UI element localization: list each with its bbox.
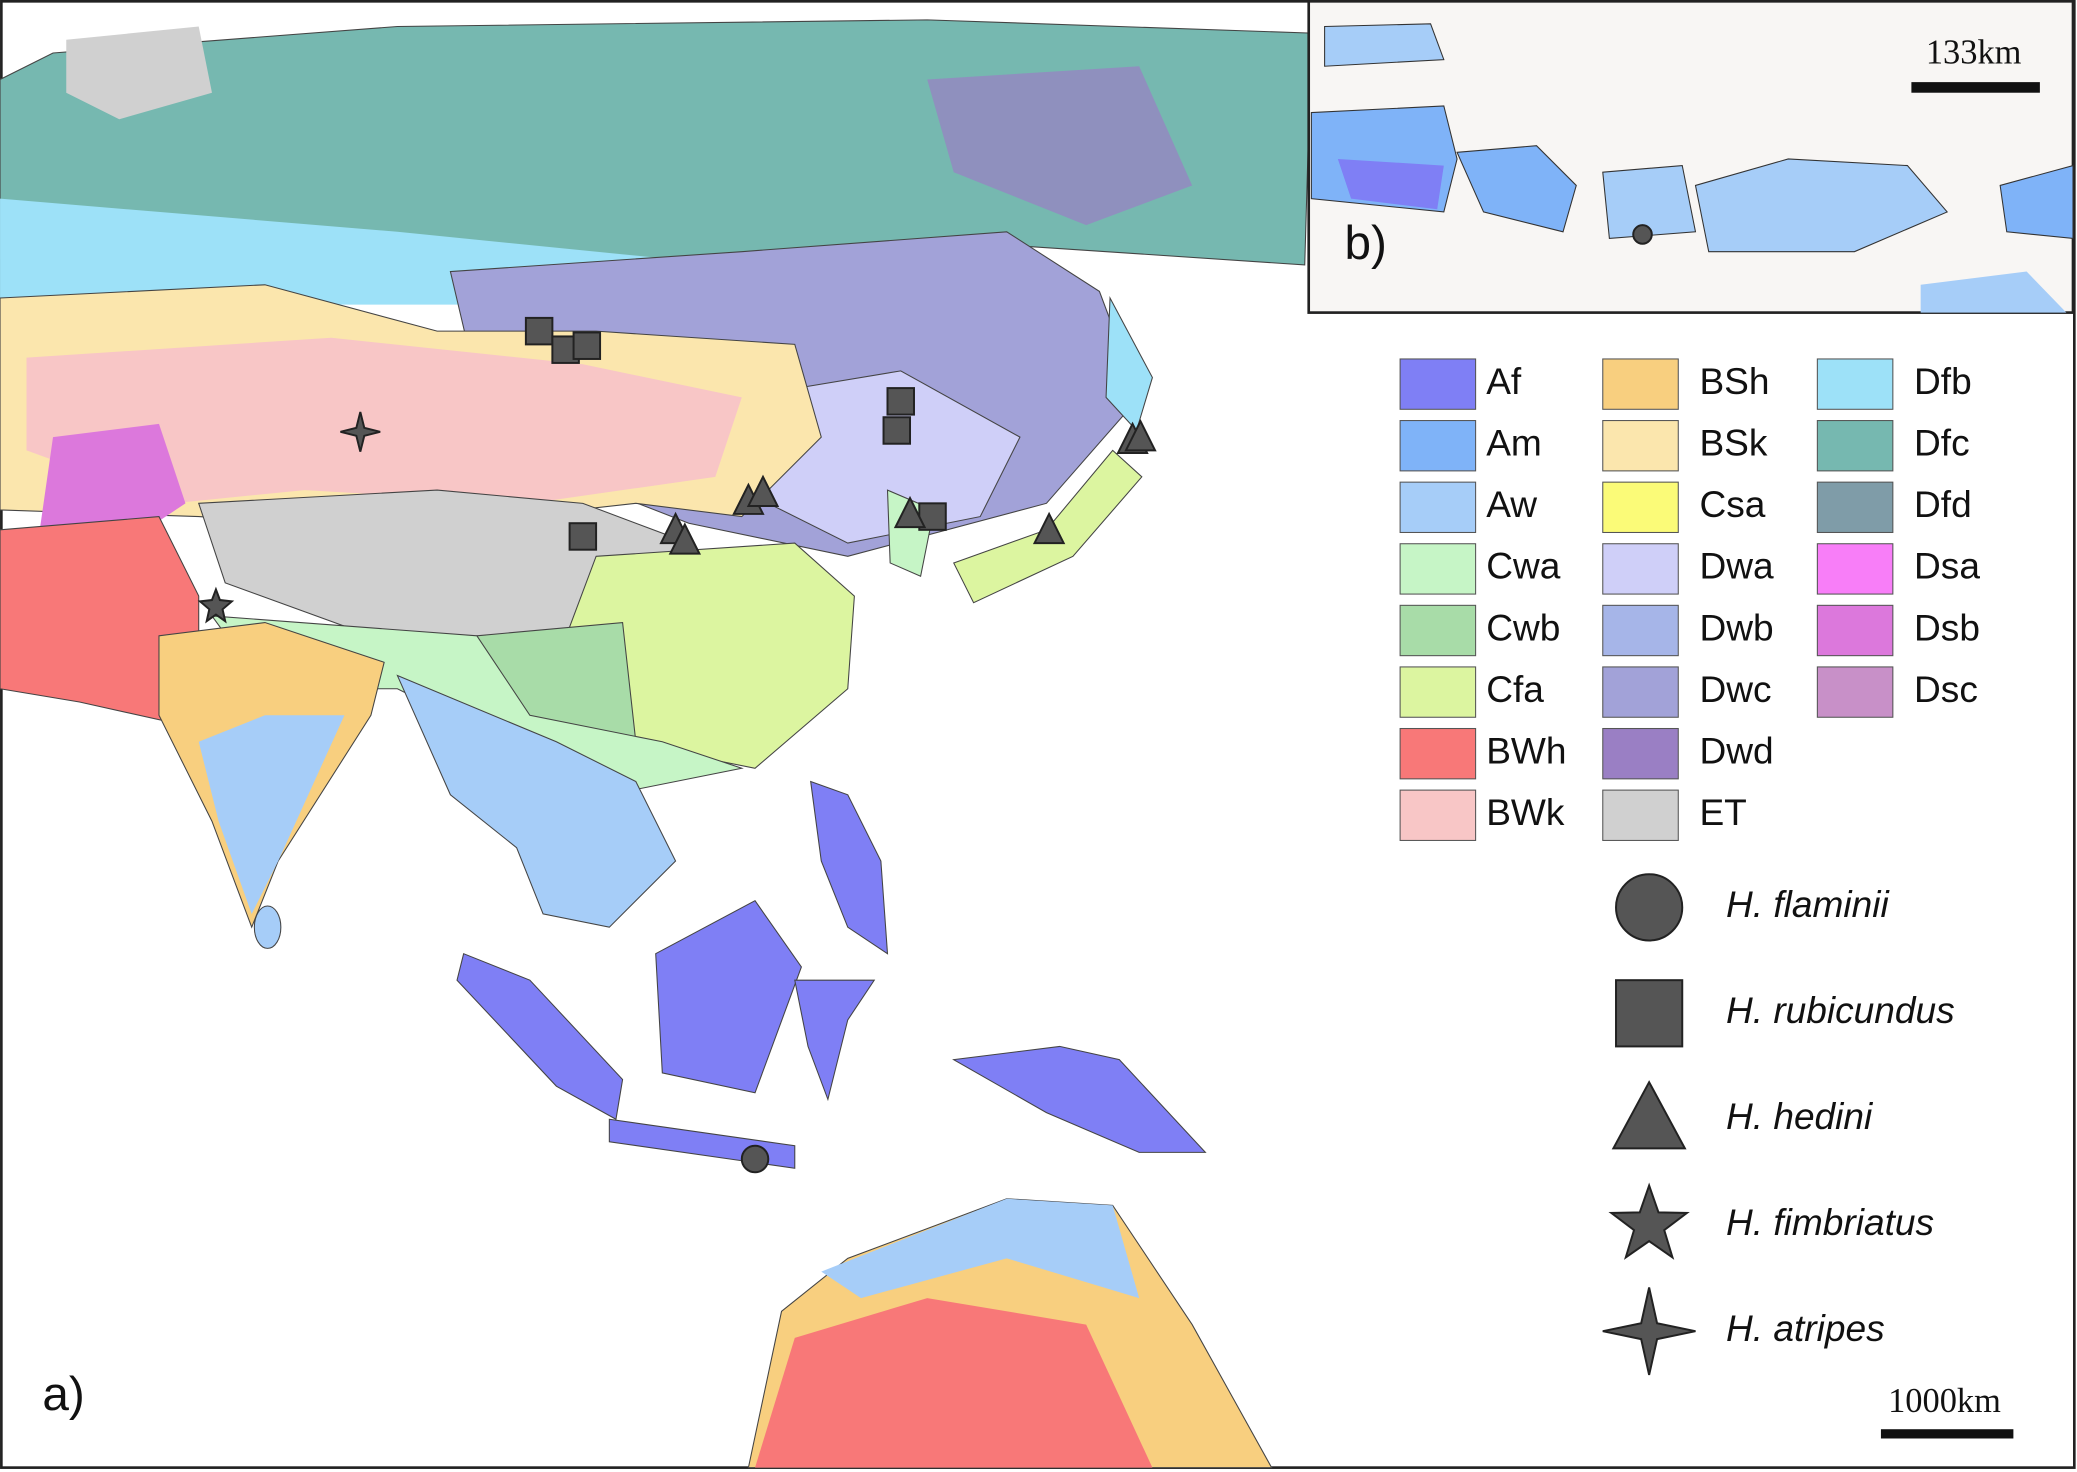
marker-triangle bbox=[1032, 511, 1066, 545]
legend-swatch bbox=[1602, 727, 1679, 780]
region-et-north bbox=[66, 26, 212, 120]
legend-label: Cwb bbox=[1486, 606, 1560, 648]
marker-square bbox=[524, 316, 554, 346]
legend-swatch bbox=[1816, 358, 1894, 410]
legend-swatch bbox=[1399, 666, 1477, 718]
legend-swatch bbox=[1602, 604, 1679, 657]
marker-circle bbox=[1632, 224, 1653, 245]
sri-lanka bbox=[253, 905, 282, 949]
new-guinea bbox=[952, 1045, 1207, 1153]
inset-island bbox=[1999, 164, 2074, 240]
legend-label: Dwb bbox=[1699, 606, 1773, 648]
inset-scale-label: 133km bbox=[1926, 34, 2022, 72]
marker-square bbox=[882, 416, 912, 445]
inset-panel-label: b) bbox=[1344, 217, 1386, 270]
region-india-aw bbox=[198, 715, 345, 914]
legend-label: Dwc bbox=[1699, 668, 1771, 710]
inset-island bbox=[1324, 23, 1445, 67]
marker-square bbox=[572, 331, 602, 360]
sumatra bbox=[456, 952, 624, 1121]
legend-label: Dfd bbox=[1914, 483, 1972, 525]
legend-swatch bbox=[1602, 666, 1679, 718]
legend-species-label: H. fimbriatus bbox=[1726, 1201, 1934, 1243]
legend-species-label: H. hedini bbox=[1726, 1095, 1874, 1137]
legend-swatch bbox=[1816, 543, 1894, 595]
marker-triangle bbox=[893, 495, 927, 529]
marker-square bbox=[886, 387, 915, 416]
legend-swatch bbox=[1816, 666, 1894, 718]
legend-species-label: H. rubicundus bbox=[1726, 989, 1955, 1031]
legend-species-label: H. atripes bbox=[1726, 1307, 1885, 1349]
legend-label: Csa bbox=[1699, 483, 1765, 525]
inset-island bbox=[1694, 158, 1949, 253]
legend-label: Dwd bbox=[1699, 729, 1773, 771]
legend-swatch bbox=[1399, 727, 1477, 780]
legend: Af Am Aw Cwa Cwb Cfa BWh BWk BSh BSk Csa Dwa Dwb Dwc D… bbox=[1399, 358, 1980, 1376]
legend-label: Dfc bbox=[1914, 422, 1970, 464]
legend-label: Dfb bbox=[1914, 360, 1972, 402]
region-se-asia bbox=[396, 674, 677, 928]
legend-swatch bbox=[1816, 420, 1894, 472]
legend-label: BSh bbox=[1699, 360, 1769, 402]
marker-triangle bbox=[1124, 418, 1157, 452]
inset-island-af bbox=[1337, 158, 1444, 210]
legend-swatch bbox=[1602, 420, 1679, 472]
legend-label: ET bbox=[1699, 791, 1746, 833]
legend-label: Dsc bbox=[1914, 668, 1978, 710]
legend-symbol bbox=[1608, 1182, 1690, 1260]
legend-symbol bbox=[1602, 1287, 1696, 1376]
legend-swatch bbox=[1399, 358, 1477, 410]
legend-swatch bbox=[1602, 358, 1679, 410]
australia-desert bbox=[755, 1298, 1153, 1468]
legend-swatch bbox=[1399, 604, 1477, 657]
inset-island bbox=[1920, 271, 2067, 313]
legend-label: Dsb bbox=[1914, 606, 1980, 648]
legend-label: Aw bbox=[1486, 483, 1537, 525]
main-scale-bar bbox=[1880, 1429, 2014, 1439]
legend-swatch bbox=[1602, 789, 1679, 841]
inset-scale-bar bbox=[1911, 82, 2040, 93]
legend-label: Cfa bbox=[1486, 668, 1544, 710]
legend-label: Af bbox=[1486, 360, 1522, 402]
sulawesi bbox=[794, 979, 876, 1102]
inset-island bbox=[1602, 165, 1697, 239]
legend-symbol bbox=[1615, 979, 1684, 1048]
marker-square bbox=[568, 522, 598, 551]
legend-label: Am bbox=[1486, 422, 1542, 464]
legend-swatch bbox=[1399, 543, 1477, 595]
inset-map bbox=[1307, 0, 2075, 314]
legend-label: BWk bbox=[1486, 791, 1565, 833]
marker-circle bbox=[740, 1144, 770, 1174]
main-panel-label: a) bbox=[42, 1368, 84, 1421]
marker-triangle bbox=[746, 474, 780, 507]
legend-species-label: H. flaminii bbox=[1726, 883, 1891, 925]
region-dwd bbox=[927, 66, 1193, 226]
region-bwk bbox=[26, 337, 742, 504]
legend-swatch bbox=[1399, 481, 1477, 534]
marker-four-point-star bbox=[340, 411, 381, 452]
legend-swatch bbox=[1399, 420, 1477, 472]
legend-swatch bbox=[1816, 604, 1894, 657]
philippines bbox=[810, 780, 889, 955]
australia-north bbox=[821, 1198, 1140, 1299]
marker-star bbox=[197, 586, 235, 624]
borneo bbox=[655, 900, 802, 1094]
legend-label: Dwa bbox=[1699, 545, 1774, 587]
legend-swatch bbox=[1602, 543, 1679, 595]
legend-label: Dsa bbox=[1914, 545, 1980, 587]
legend-swatch bbox=[1816, 481, 1894, 534]
legend-label: Cwa bbox=[1486, 545, 1561, 587]
legend-symbol bbox=[1615, 873, 1684, 942]
inset-island bbox=[1456, 145, 1577, 233]
legend-symbol bbox=[1611, 1080, 1687, 1150]
main-scale-label: 1000km bbox=[1888, 1382, 2001, 1420]
occurrence-markers bbox=[197, 316, 1157, 1174]
legend-label: BSk bbox=[1699, 422, 1767, 464]
legend-swatch bbox=[1602, 481, 1679, 534]
legend-swatch bbox=[1399, 789, 1477, 841]
legend-label: BWh bbox=[1486, 729, 1566, 771]
marker-triangle bbox=[668, 522, 702, 555]
